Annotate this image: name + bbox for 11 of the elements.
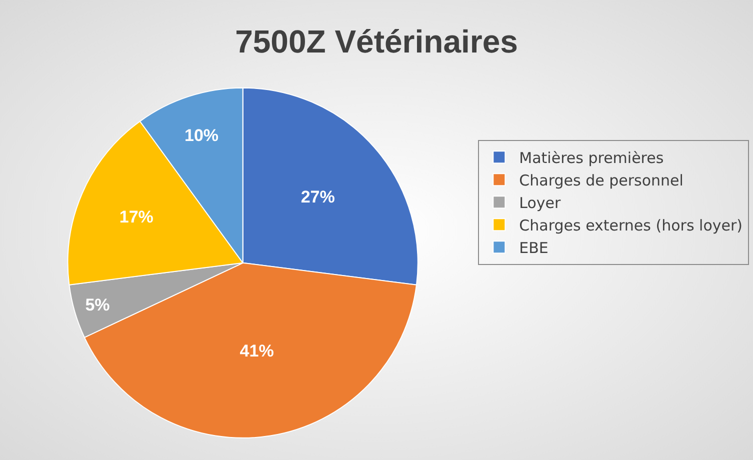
chart-title: 7500Z Vétérinaires <box>235 24 518 60</box>
legend-label: EBE <box>519 239 548 257</box>
data-label: 5% <box>85 296 110 315</box>
data-label: 27% <box>300 187 335 206</box>
legend-label: Loyer <box>519 194 562 212</box>
data-label: 17% <box>119 207 154 226</box>
legend-label: Matières premières <box>519 149 664 167</box>
legend-label: Charges de personnel <box>519 172 684 190</box>
legend-label: Charges externes (hors loyer) <box>519 216 742 234</box>
data-label: 10% <box>184 126 219 146</box>
data-label: 41% <box>240 342 274 361</box>
